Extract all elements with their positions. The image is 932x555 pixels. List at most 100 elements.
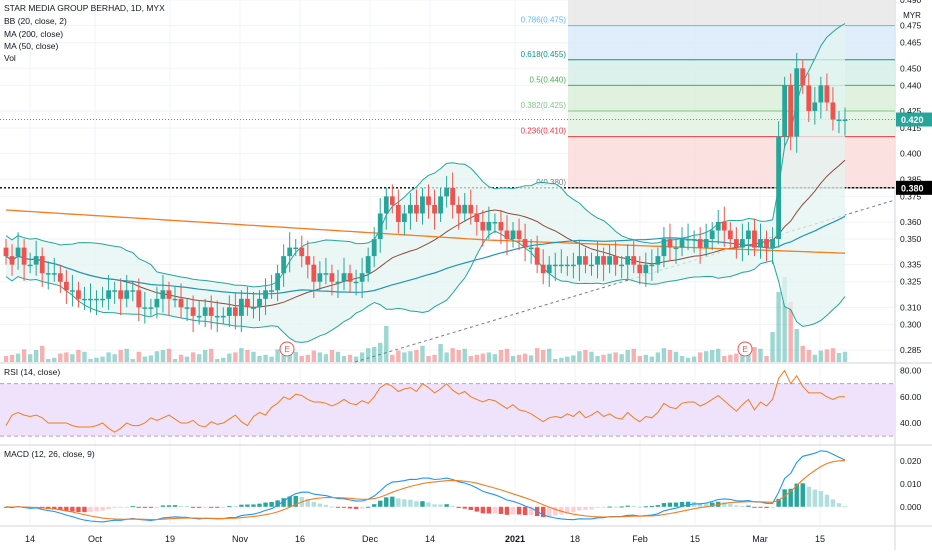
- fib-level-label: 0.236(0.410): [521, 127, 567, 136]
- candle-body: [57, 273, 63, 282]
- macd-histogram-bar: [323, 504, 329, 507]
- volume-bar: [601, 354, 606, 362]
- candle: [661, 227, 667, 268]
- macd-histogram-bar: [818, 491, 824, 507]
- candle: [583, 247, 588, 274]
- volume-bar: [82, 351, 87, 362]
- volume-bar: [347, 354, 353, 362]
- candle: [232, 291, 238, 330]
- candle: [794, 52, 800, 153]
- candle-body: [824, 85, 830, 103]
- candle-body: [504, 230, 510, 240]
- candle-body: [263, 290, 268, 299]
- volume-bar: [257, 356, 262, 362]
- volume-bar: [740, 352, 745, 362]
- candle: [691, 230, 697, 253]
- volume-bar: [667, 350, 673, 362]
- candle-body: [45, 273, 51, 275]
- candle-body: [727, 230, 733, 240]
- candle: [637, 256, 643, 285]
- macd-histogram-bar: [697, 502, 703, 507]
- volume-bar: [824, 349, 830, 362]
- volume-bar: [196, 354, 202, 362]
- candle-body: [27, 264, 33, 267]
- candle: [450, 172, 456, 219]
- candle: [709, 221, 715, 251]
- candle: [782, 76, 788, 148]
- candle-body: [178, 298, 184, 308]
- candle: [510, 221, 516, 248]
- rsi-pane-label: RSI (14, close): [4, 367, 60, 377]
- volume-bar: [716, 348, 721, 362]
- candle-body: [305, 256, 311, 265]
- macd-histogram-bar: [317, 503, 323, 507]
- candle-body: [257, 298, 262, 308]
- volume-bar: [480, 353, 486, 362]
- candle-body: [269, 290, 274, 292]
- candle: [456, 196, 462, 230]
- fib-level-label: 0.786(0.475): [521, 16, 567, 25]
- candle: [263, 278, 268, 316]
- candle: [3, 239, 9, 265]
- volume-bar: [70, 354, 75, 362]
- x-tick-label: Dec: [362, 534, 379, 544]
- candle: [63, 269, 69, 304]
- macd-histogram-bar: [553, 506, 558, 516]
- candle: [88, 283, 93, 313]
- fib-level-label: 0.618(0.455): [521, 50, 567, 59]
- candle: [57, 264, 63, 293]
- macd-histogram-bar: [607, 506, 612, 508]
- candle-body: [420, 196, 425, 214]
- volume-bar: [782, 277, 787, 362]
- macd-histogram-bar: [565, 506, 570, 514]
- candle-body: [685, 239, 691, 241]
- candle: [9, 244, 15, 276]
- candle-body: [800, 68, 806, 86]
- candle-body: [462, 204, 468, 214]
- macd-histogram-bar: [82, 506, 87, 513]
- candle-body: [100, 298, 105, 301]
- candle-body: [438, 196, 443, 214]
- candle: [462, 192, 468, 222]
- chart-title: STAR MEDIA GROUP BERHAD, 1D, MYX: [4, 3, 165, 13]
- fib-zone: [568, 110, 895, 137]
- candle-body: [456, 204, 462, 214]
- candle: [426, 184, 431, 219]
- candle-body: [522, 239, 528, 248]
- volume-bar: [46, 359, 51, 362]
- volume-bar: [685, 357, 691, 362]
- candle: [15, 232, 21, 270]
- candle: [27, 252, 33, 274]
- volume-bar: [275, 349, 280, 362]
- macd-histogram-bar: [643, 506, 649, 508]
- candle: [196, 300, 202, 325]
- macd-histogram-bar: [94, 506, 99, 512]
- candle-body: [76, 290, 81, 299]
- volume-bar: [661, 348, 667, 362]
- macd-line: [5, 450, 846, 523]
- candle-body: [323, 273, 329, 275]
- volume-bar: [516, 354, 522, 362]
- candle-body: [414, 204, 419, 214]
- volume-bar: [770, 332, 775, 362]
- candle: [498, 210, 504, 245]
- macd-histogram-bar: [740, 505, 745, 507]
- volume-bar: [160, 350, 166, 362]
- candle: [76, 281, 81, 308]
- volume-bar: [637, 356, 642, 362]
- current-price-badge: [896, 112, 932, 127]
- volume-bar: [432, 354, 437, 362]
- price-tick-label: 0.310: [900, 302, 922, 312]
- rsi-line: [5, 369, 845, 433]
- volume-bar: [752, 347, 757, 362]
- price-tick-label: 0.450: [900, 63, 922, 73]
- volume-bar: [299, 356, 304, 362]
- volume-bar: [486, 352, 492, 362]
- candle: [293, 239, 299, 257]
- candle-body: [486, 221, 492, 231]
- candle: [788, 73, 794, 151]
- volume-bar: [317, 352, 323, 362]
- volume-bar: [142, 356, 148, 362]
- candle: [806, 73, 812, 123]
- legend-ma50: MA (50, close): [4, 41, 58, 51]
